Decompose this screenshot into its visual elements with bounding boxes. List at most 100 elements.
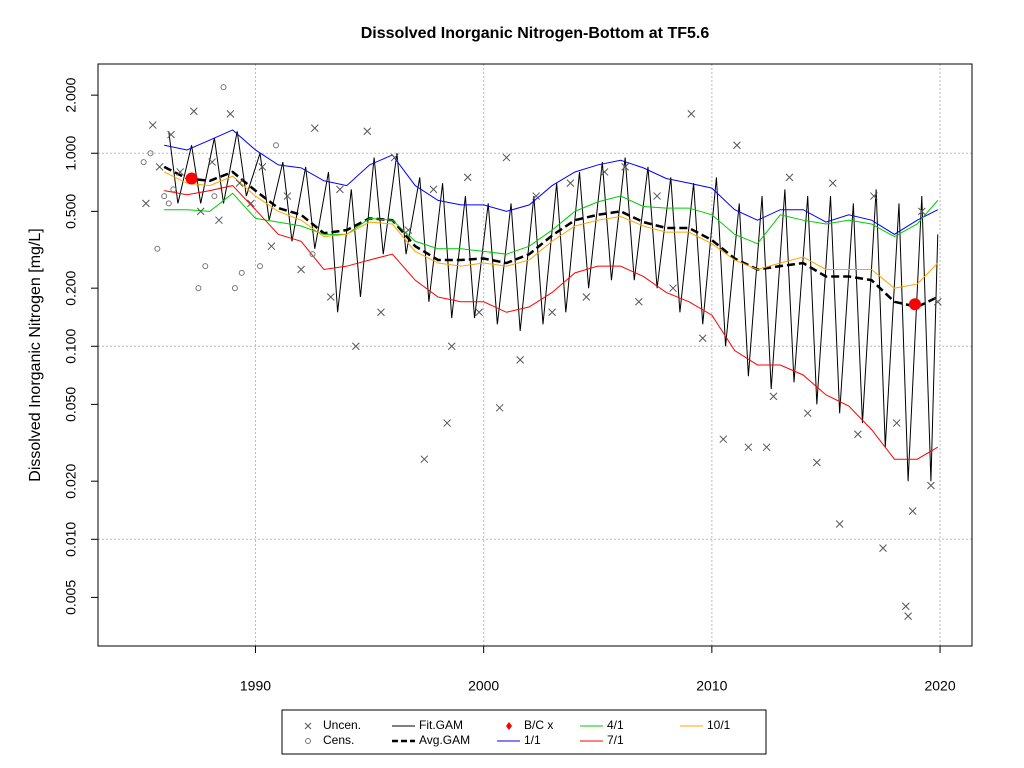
point	[566, 179, 575, 188]
point	[812, 458, 821, 467]
chart-title: Dissolved Inorganic Nitrogen-Bottom at T…	[361, 25, 710, 42]
point	[502, 153, 511, 162]
point	[352, 342, 360, 351]
legend-item: Cens.	[305, 733, 354, 747]
legend-item: 1/1	[497, 733, 541, 747]
point	[933, 297, 942, 306]
y-tick-label: 0.005	[63, 580, 79, 615]
y-tick-label: 0.500	[63, 194, 79, 229]
point	[258, 163, 267, 171]
legend-swatch	[305, 738, 311, 744]
line-series	[164, 192, 939, 255]
line-series	[168, 131, 939, 482]
point	[202, 263, 209, 270]
point	[582, 293, 591, 301]
point	[148, 121, 157, 129]
legend-label: 7/1	[607, 733, 624, 747]
line-series	[164, 185, 939, 460]
point	[870, 192, 878, 200]
point	[147, 150, 154, 157]
point	[238, 269, 245, 276]
legend-swatch	[304, 722, 312, 730]
point	[377, 308, 385, 317]
legend-item: 4/1	[580, 718, 624, 732]
point	[495, 403, 504, 412]
point	[176, 168, 185, 176]
point	[310, 124, 319, 132]
legend-item: Fit.GAM	[392, 718, 463, 732]
point	[828, 179, 837, 188]
y-tick-label: 0.020	[63, 463, 79, 498]
point	[247, 199, 255, 208]
point	[420, 455, 429, 464]
point	[363, 127, 372, 136]
legend-label: Avg.GAM	[419, 733, 470, 747]
point	[195, 285, 202, 292]
point	[142, 199, 150, 208]
y-tick-label: 0.200	[63, 270, 79, 305]
point	[390, 153, 399, 162]
point	[653, 192, 661, 200]
point	[226, 109, 235, 118]
x-tick-label: 2000	[468, 678, 499, 694]
line-series	[163, 171, 939, 289]
point	[532, 192, 540, 200]
point	[927, 481, 935, 490]
point	[215, 216, 223, 225]
legend-swatch	[506, 722, 512, 730]
point	[231, 285, 238, 292]
plot-frame	[97, 63, 973, 647]
point	[257, 263, 264, 270]
point	[687, 109, 696, 118]
point	[140, 159, 147, 166]
x-tick-label: 2010	[696, 678, 727, 694]
point	[733, 141, 741, 150]
point	[155, 163, 164, 171]
point	[835, 520, 844, 528]
legend-label: 4/1	[607, 718, 624, 732]
legend-item: B/C x	[506, 718, 553, 732]
point	[769, 392, 778, 401]
point	[189, 107, 198, 116]
point	[762, 443, 771, 452]
legend-item: Uncen.	[304, 718, 361, 732]
point	[404, 226, 413, 234]
point	[463, 173, 472, 182]
y-tick-label: 0.050	[63, 387, 79, 422]
line-series	[164, 129, 938, 235]
legend-label: 1/1	[524, 733, 541, 747]
y-tick-label: 0.010	[63, 522, 79, 557]
point	[908, 298, 921, 311]
point	[208, 158, 216, 166]
x-tick-label: 1990	[240, 678, 271, 694]
point	[516, 356, 525, 364]
point	[165, 200, 172, 207]
point	[698, 334, 707, 343]
point	[161, 193, 168, 200]
point	[185, 172, 198, 185]
legend-label: Uncen.	[323, 718, 361, 732]
point	[634, 297, 643, 306]
point	[879, 544, 887, 552]
point	[475, 308, 483, 317]
point	[901, 602, 910, 611]
legend-box	[281, 709, 767, 755]
point	[892, 419, 901, 427]
point	[719, 435, 728, 444]
y-tick-label: 0.100	[63, 329, 79, 364]
point	[326, 293, 335, 301]
point	[283, 192, 292, 200]
point	[908, 507, 917, 515]
x-tick-label: 2020	[924, 678, 955, 694]
y-tick-label: 2.000	[63, 77, 79, 112]
point	[272, 142, 279, 149]
legend-item: Avg.GAM	[392, 733, 470, 747]
legend-label: 10/1	[707, 718, 731, 732]
point	[267, 242, 276, 251]
legend-label: Cens.	[323, 733, 354, 747]
point	[170, 186, 177, 193]
point	[211, 193, 218, 200]
point	[548, 308, 556, 317]
